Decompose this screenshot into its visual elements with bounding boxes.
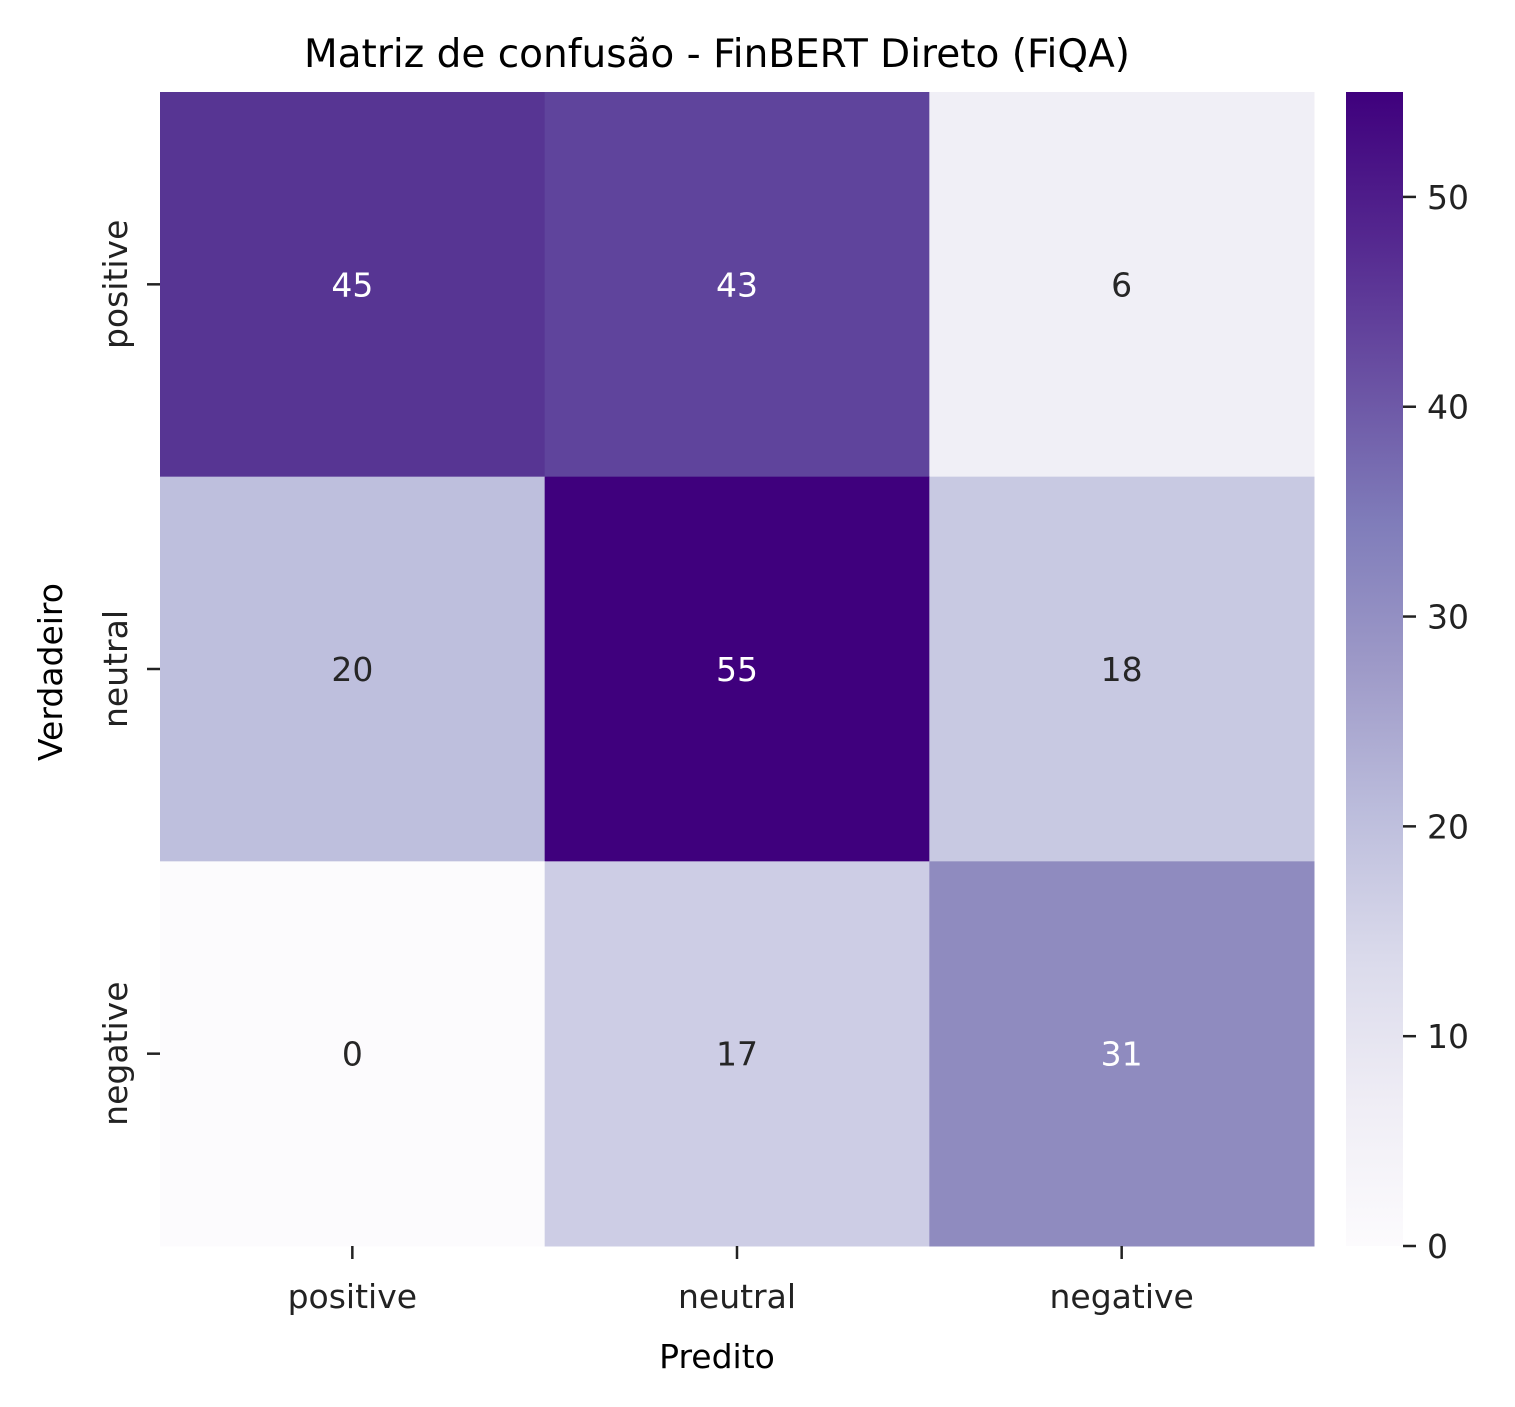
chart-title: Matriz de confusão - FinBERT Direto (FiQ…	[304, 32, 1130, 77]
x-axis-label: Predito	[659, 1337, 775, 1376]
y-axis-label: Verdadeiro	[31, 583, 70, 761]
cell-value-label: 6	[1111, 265, 1132, 304]
y-axis: positive neutral negative	[96, 220, 160, 1126]
colorbar: 0 10 20 30 40 50	[1346, 92, 1469, 1266]
cell-value-label: 55	[716, 650, 758, 689]
heatmap-cells: 45 43 6 20 55 18 0 17 31	[160, 92, 1315, 1247]
heatmap-cell	[929, 476, 1315, 862]
colorbar-tick-label: 40	[1427, 388, 1469, 427]
cell-value-label: 45	[331, 265, 373, 304]
heatmap-cell	[544, 476, 930, 862]
x-tick-label: positive	[288, 1277, 417, 1316]
x-axis: positive neutral negative	[288, 1246, 1194, 1316]
cell-value-label: 43	[716, 265, 758, 304]
colorbar-tick-label: 0	[1427, 1227, 1448, 1266]
cell-value-label: 31	[1101, 1035, 1143, 1074]
colorbar-tick-label: 10	[1427, 1017, 1469, 1056]
heatmap-cell	[160, 92, 546, 478]
heatmap-cell	[544, 861, 930, 1247]
cell-value-label: 20	[331, 650, 373, 689]
colorbar-tick-label: 20	[1427, 807, 1469, 846]
heatmap-cell	[544, 92, 930, 478]
heatmap-cell	[929, 861, 1315, 1247]
cell-value-label: 18	[1101, 650, 1143, 689]
cell-value-label: 17	[716, 1035, 758, 1074]
cell-value-label: 0	[342, 1035, 363, 1074]
y-tick-label: negative	[96, 982, 135, 1126]
x-tick-label: neutral	[678, 1277, 796, 1316]
heatmap-cell	[160, 861, 546, 1247]
colorbar-gradient	[1346, 92, 1403, 1246]
colorbar-tick-label: 30	[1427, 598, 1469, 637]
y-tick-label: positive	[96, 220, 135, 349]
y-tick-label: neutral	[96, 610, 135, 728]
heatmap-cell	[160, 476, 546, 862]
colorbar-tick-label: 50	[1427, 178, 1469, 217]
heatmap-cell	[929, 92, 1315, 478]
x-tick-label: negative	[1050, 1277, 1194, 1316]
